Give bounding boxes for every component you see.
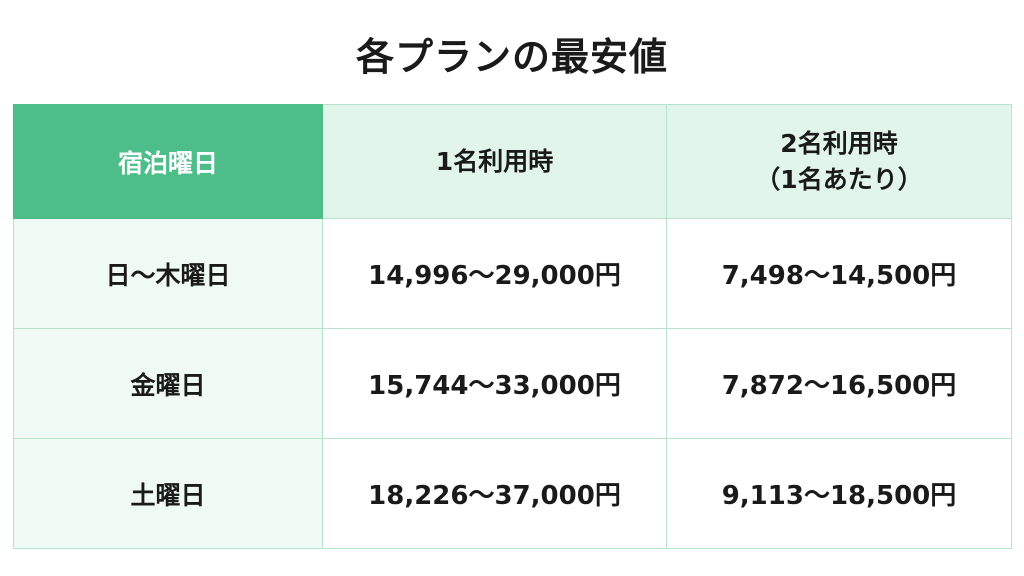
row-header-fri: 金曜日 [13, 328, 323, 439]
column-header-double-note: （1名あたり） [755, 164, 923, 194]
corner-header-stay-day: 宿泊曜日 [13, 104, 323, 219]
table-header-row: 宿泊曜日 1名利用時 2名利用時 （1名あたり） [13, 104, 1012, 219]
table-row: 土曜日 18,226〜37,000円 9,113〜18,500円 [13, 438, 1012, 549]
price-cell-single: 18,226〜37,000円 [322, 438, 667, 549]
table-row: 金曜日 15,744〜33,000円 7,872〜16,500円 [13, 328, 1012, 439]
price-cell-single: 14,996〜29,000円 [322, 218, 667, 329]
column-header-double: 2名利用時 （1名あたり） [666, 104, 1012, 219]
table-row: 日〜木曜日 14,996〜29,000円 7,498〜14,500円 [13, 218, 1012, 329]
column-header-single: 1名利用時 [322, 104, 667, 219]
price-cell-double: 7,498〜14,500円 [666, 218, 1012, 329]
row-header-sat: 土曜日 [13, 438, 323, 549]
price-cell-single: 15,744〜33,000円 [322, 328, 667, 439]
price-table: 宿泊曜日 1名利用時 2名利用時 （1名あたり） 日〜木曜日 14,996〜29… [13, 104, 1012, 549]
page-title: 各プランの最安値 [355, 35, 668, 79]
price-cell-double: 7,872〜16,500円 [666, 328, 1012, 439]
row-header-sun-thu: 日〜木曜日 [13, 218, 323, 329]
column-header-double-label: 2名利用時 [780, 128, 898, 158]
column-header-single-label: 1名利用時 [435, 146, 554, 176]
price-cell-double: 9,113〜18,500円 [666, 438, 1012, 549]
